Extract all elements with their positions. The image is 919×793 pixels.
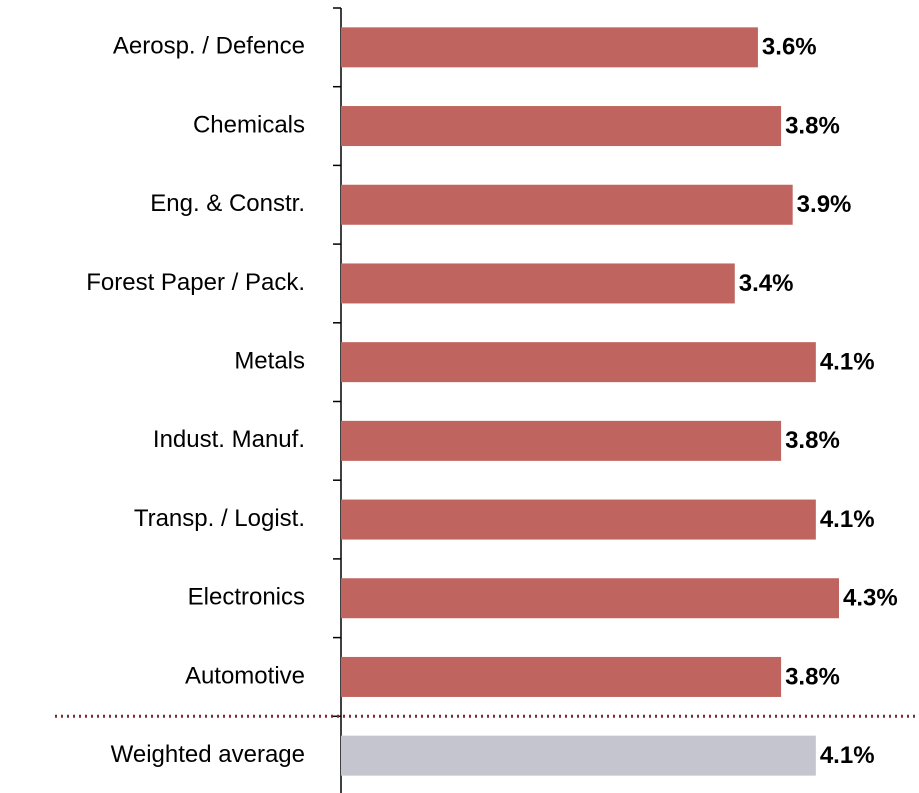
- category-label: Chemicals: [193, 111, 305, 138]
- category-label: Eng. & Constr.: [150, 190, 305, 217]
- value-label: 4.1%: [820, 506, 875, 533]
- bar: [341, 263, 735, 304]
- bar: [341, 342, 816, 383]
- bar: [341, 735, 816, 776]
- bar: [341, 106, 782, 147]
- bar: [341, 420, 782, 461]
- category-label: Aerosp. / Defence: [113, 33, 305, 60]
- value-label: 4.3%: [843, 585, 898, 612]
- bar: [341, 184, 793, 225]
- value-label: 3.8%: [785, 427, 840, 454]
- category-label: Weighted average: [111, 741, 305, 768]
- bar: [341, 27, 758, 68]
- value-label: 4.1%: [820, 348, 875, 375]
- category-label: Metals: [234, 347, 305, 374]
- value-label: 3.4%: [739, 270, 794, 297]
- value-label: 4.1%: [820, 742, 875, 769]
- value-label: 3.9%: [797, 191, 852, 218]
- bar: [341, 656, 782, 697]
- bar: [341, 578, 839, 619]
- category-label: Forest Paper / Pack.: [86, 269, 305, 296]
- value-label: 3.6%: [762, 34, 817, 61]
- value-label: 3.8%: [785, 663, 840, 690]
- category-label: Automotive: [185, 662, 305, 689]
- category-label: Indust. Manuf.: [153, 426, 305, 453]
- category-label: Transp. / Logist.: [134, 505, 305, 532]
- value-label: 3.8%: [785, 112, 840, 139]
- bar: [341, 499, 816, 540]
- category-label: Electronics: [188, 584, 305, 611]
